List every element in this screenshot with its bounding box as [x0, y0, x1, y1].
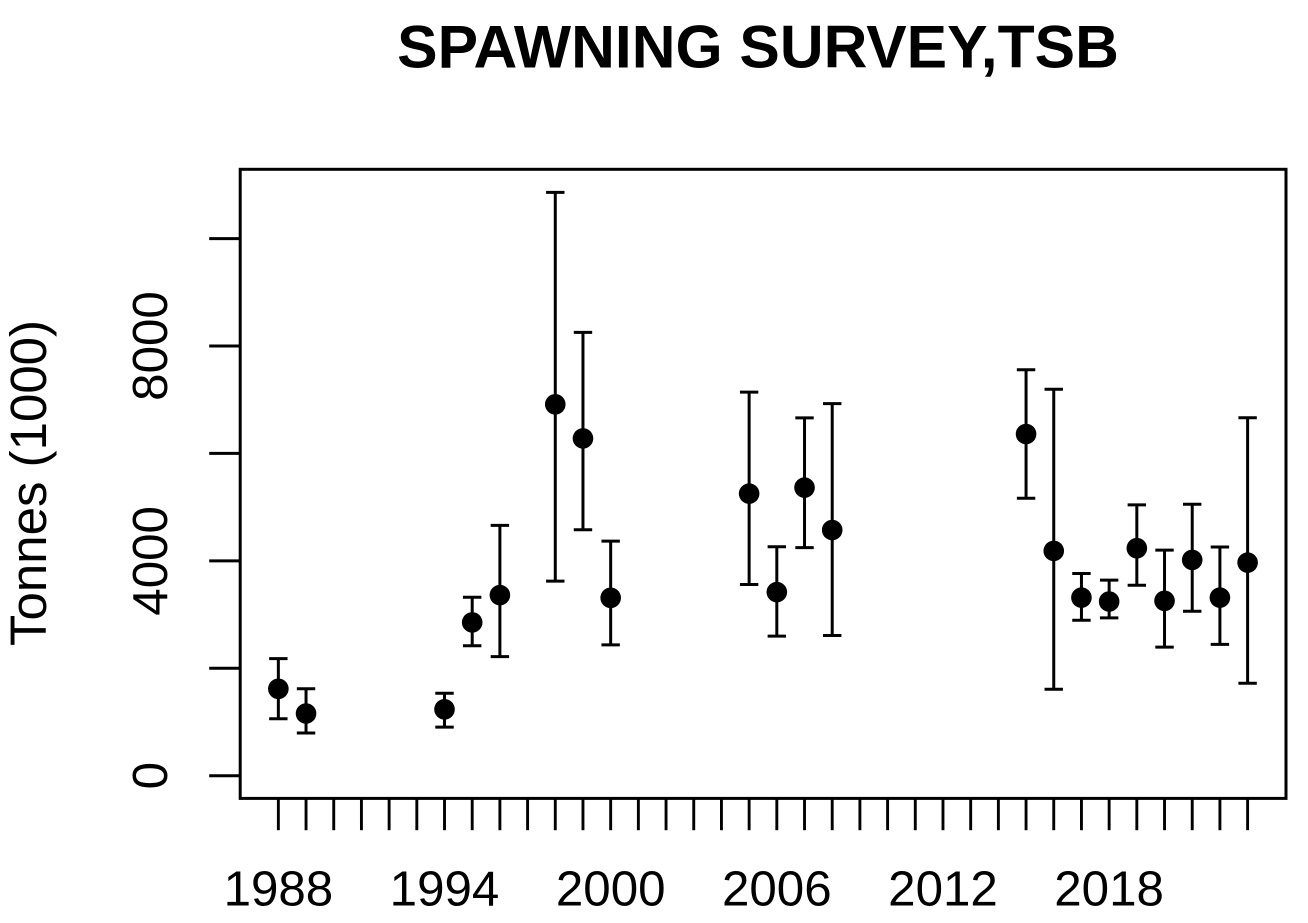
svg-text:2018: 2018 [1054, 862, 1164, 917]
svg-text:SPAWNING SURVEY,TSB: SPAWNING SURVEY,TSB [397, 13, 1119, 81]
svg-text:2000: 2000 [556, 862, 666, 917]
svg-text:2012: 2012 [888, 862, 998, 917]
svg-text:Tonnes (1000): Tonnes (1000) [0, 320, 57, 646]
svg-text:1988: 1988 [224, 862, 334, 917]
svg-text:4000: 4000 [123, 506, 178, 616]
svg-text:0: 0 [123, 762, 178, 789]
svg-text:1994: 1994 [390, 862, 500, 917]
svg-text:8000: 8000 [123, 291, 178, 401]
svg-text:2006: 2006 [722, 862, 832, 917]
